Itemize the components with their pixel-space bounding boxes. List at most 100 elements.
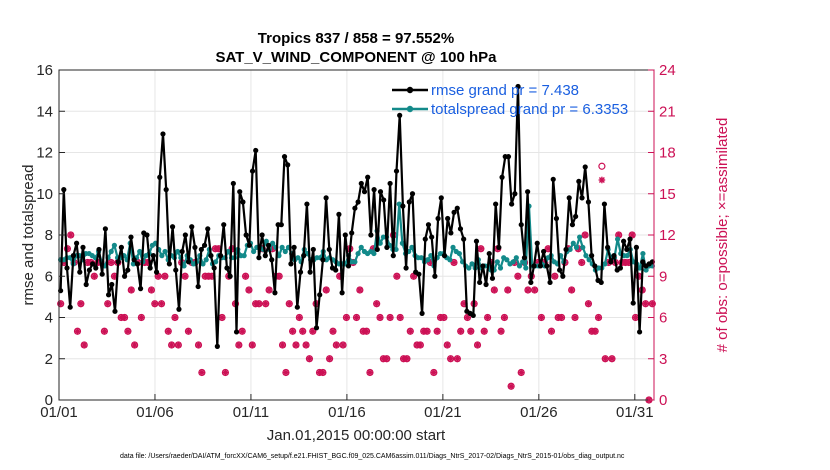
obs-assimilated-stroke xyxy=(168,342,175,348)
obs-assimilated-stroke xyxy=(165,328,172,335)
rmse-point xyxy=(515,83,521,90)
obs-assimilated-point xyxy=(181,272,189,280)
totalspread-point xyxy=(282,248,288,255)
rmse-point xyxy=(105,292,112,298)
obs-assimilated-point xyxy=(121,314,128,321)
rmse-point xyxy=(633,244,640,250)
obs-assimilated-point xyxy=(80,341,88,349)
legend-rmse-marker xyxy=(406,86,414,94)
obs-assimilated-stroke xyxy=(454,355,461,362)
obs-assimilated-point xyxy=(538,314,545,321)
rmse-line xyxy=(59,85,654,348)
rmse-point xyxy=(640,259,646,265)
rmse-point xyxy=(445,215,451,222)
obs-assimilated-point xyxy=(598,176,606,184)
rmse-point xyxy=(486,250,492,257)
rmse-point xyxy=(320,257,326,263)
totalspread-point xyxy=(377,240,383,246)
obs-assimilated-stroke xyxy=(477,245,484,252)
y-tick-label: 2 xyxy=(45,351,53,368)
obs-assimilated-stroke xyxy=(598,177,605,183)
chart-title: Tropics 837 / 858 = 97.552% xyxy=(258,30,454,47)
obs-assimilated-stroke xyxy=(81,342,88,348)
obs-assimilated-point xyxy=(363,327,370,335)
rmse-point xyxy=(301,253,307,259)
obs-assimilated-stroke xyxy=(239,328,246,335)
y-right-tick-label: 18 xyxy=(659,145,676,162)
x-tick-label: 01/11 xyxy=(233,404,269,421)
rmse-point xyxy=(630,300,636,306)
rmse-point xyxy=(237,189,243,195)
obs-assimilated-point xyxy=(158,300,165,308)
rmse-point xyxy=(342,232,348,238)
obs-assimilated-point xyxy=(514,272,522,280)
y-tick-label: 12 xyxy=(36,145,53,162)
totalspread-point xyxy=(602,261,608,267)
totalspread-point xyxy=(624,253,630,259)
obs-assimilated-stroke xyxy=(397,314,404,321)
totalspread-point xyxy=(225,248,231,255)
rmse-point xyxy=(173,267,179,273)
rmse-point xyxy=(147,265,153,271)
rmse-point xyxy=(374,246,380,253)
totalspread-point xyxy=(358,244,364,250)
obs-assimilated-point xyxy=(282,369,290,376)
obs-assimilated-point xyxy=(319,369,327,376)
totalspread-point xyxy=(270,240,276,246)
rmse-point xyxy=(249,168,256,174)
rmse-point xyxy=(589,253,595,259)
obs-assimilated-stroke xyxy=(198,369,205,376)
rmse-point xyxy=(419,310,425,316)
obs-assimilated-stroke xyxy=(474,342,481,348)
rmse-point xyxy=(393,168,400,174)
y-tick-label: 4 xyxy=(45,310,53,327)
obs-assimilated-stroke xyxy=(602,355,609,362)
rmse-point xyxy=(416,271,422,277)
rmse-point xyxy=(585,199,592,205)
obs-assimilated-stroke xyxy=(67,232,74,238)
rmse-point xyxy=(569,222,576,228)
rmse-point xyxy=(67,304,73,310)
rmse-point xyxy=(294,304,300,310)
obs-assimilated-point xyxy=(90,272,98,280)
rmse-point xyxy=(560,273,566,279)
rmse-point xyxy=(477,279,483,286)
rmse-point xyxy=(489,275,496,281)
obs-assimilated-point xyxy=(454,355,461,363)
obs-assimilated-stroke xyxy=(417,342,424,348)
totalspread-point xyxy=(447,257,453,263)
rmse-point xyxy=(368,232,374,238)
totalspread-point xyxy=(510,259,516,265)
rmse-point xyxy=(224,265,230,271)
obs-assimilated-point xyxy=(373,300,380,308)
rmse-point xyxy=(125,267,131,273)
obs-assimilated-stroke xyxy=(558,314,565,321)
obs-assimilated-point xyxy=(642,300,649,308)
obs-assimilated-point xyxy=(175,341,182,349)
rmse-point xyxy=(211,265,217,271)
obs-assimilated-stroke xyxy=(111,273,118,280)
obs-assimilated-stroke xyxy=(440,314,447,321)
obs-assimilated-stroke xyxy=(282,369,289,376)
rmse-point xyxy=(160,131,166,137)
rmse-point xyxy=(480,263,486,269)
obs-assimilated-stroke xyxy=(548,328,555,335)
obs-assimilated-stroke xyxy=(286,300,293,307)
obs-assimilated-stroke xyxy=(582,232,589,238)
obs-assimilated-point xyxy=(285,300,293,308)
obs-assimilated-stroke xyxy=(467,328,474,335)
obs-assimilated-point xyxy=(544,245,552,253)
obs-assimilated-stroke xyxy=(595,314,602,321)
obs-assimilated-point xyxy=(585,300,592,308)
obs-assimilated-point xyxy=(131,341,138,349)
rmse-point xyxy=(198,246,204,253)
obs-assimilated-stroke xyxy=(175,342,182,348)
obs-assimilated-point xyxy=(248,341,256,349)
y-right-tick-label: 0 xyxy=(659,392,667,409)
obs-assimilated-stroke xyxy=(484,314,491,321)
rmse-point xyxy=(355,199,361,205)
obs-assimilated-point xyxy=(447,355,454,363)
totalspread-point xyxy=(159,253,165,259)
obs-assimilated-point xyxy=(595,314,602,321)
obs-assimilated-point xyxy=(608,355,616,363)
